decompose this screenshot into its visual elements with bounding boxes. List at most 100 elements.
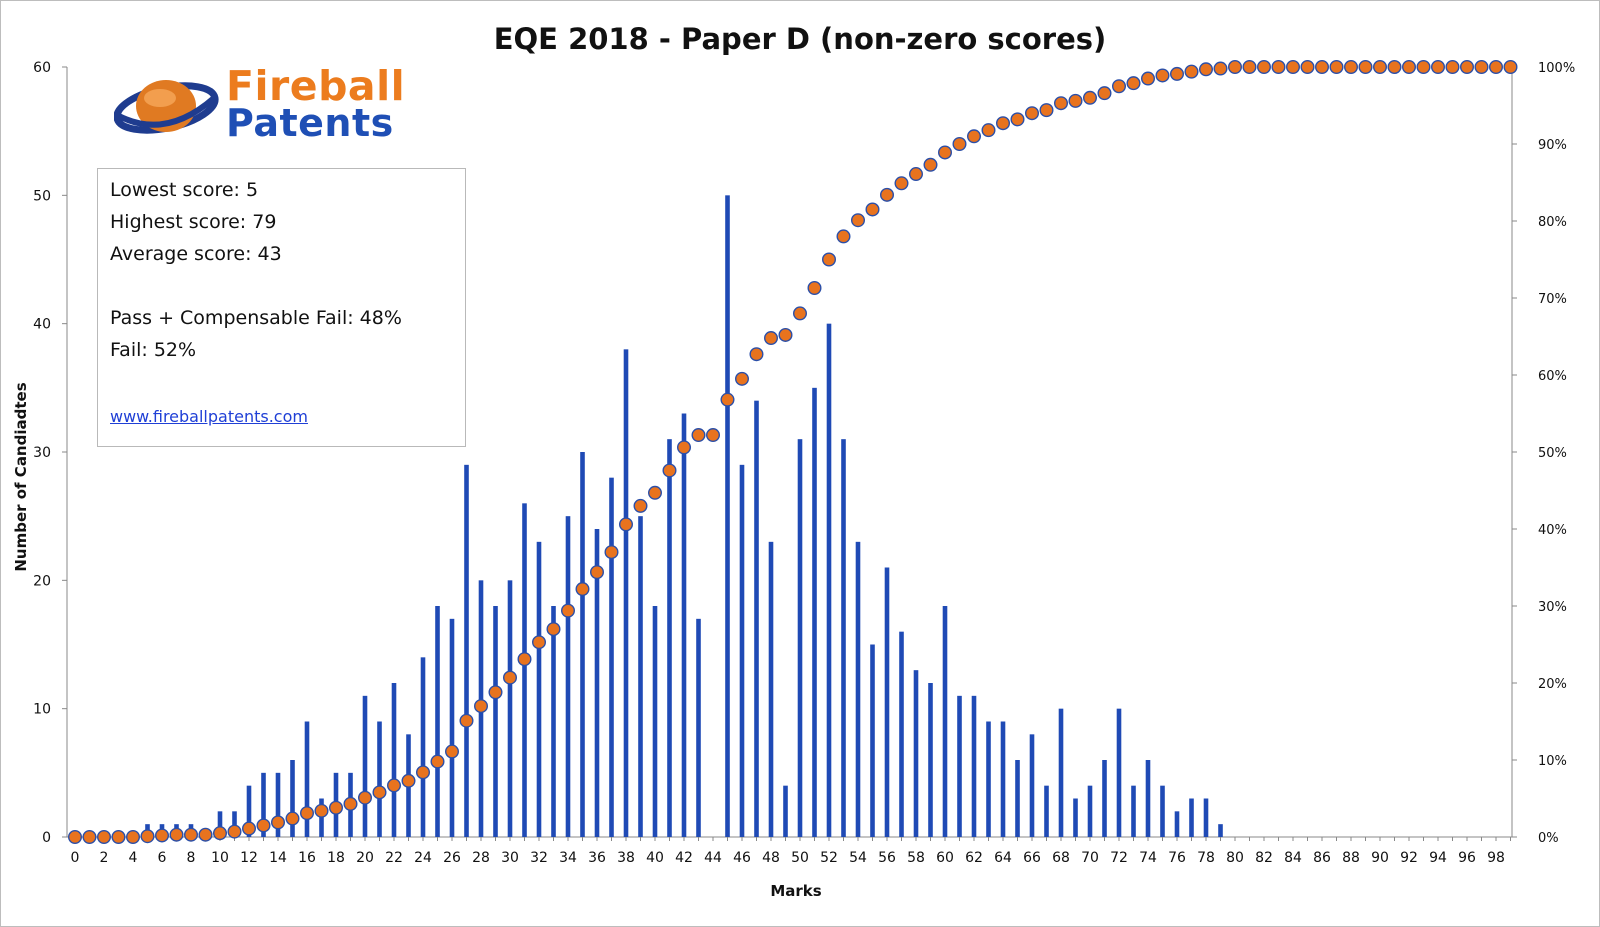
x-tick-label: 76: [1168, 850, 1186, 866]
bar-candidates-mark-25: [435, 606, 440, 837]
website-link[interactable]: www.fireballpatents.com: [110, 407, 308, 426]
x-tick-label: 56: [878, 850, 896, 866]
x-tick-label: 16: [298, 850, 316, 866]
cumulative-point-mark-82: [1256, 60, 1271, 75]
x-tick-label: 4: [129, 850, 138, 866]
bar-candidates-mark-73: [1131, 785, 1136, 837]
bar-candidates-mark-72: [1116, 708, 1122, 837]
y2-tick-label: 30%: [1538, 600, 1567, 615]
cumulative-point-mark-96: [1459, 60, 1474, 75]
cumulative-point-mark-99: [1503, 60, 1518, 75]
bar-candidates-mark-49: [783, 785, 788, 837]
bar-candidates-mark-26: [449, 618, 455, 837]
bar-candidates-mark-15: [290, 760, 295, 837]
cumulative-point-mark-35: [575, 582, 590, 597]
cumulative-point-mark-15: [285, 811, 300, 826]
cumulative-point-mark-64: [996, 116, 1011, 131]
y-tick-label: 40: [33, 317, 51, 333]
bar-candidates-mark-42: [681, 413, 687, 837]
cumulative-point-mark-33: [546, 622, 561, 637]
x-tick-label: 0: [71, 850, 80, 866]
cumulative-point-mark-7: [169, 827, 184, 842]
cumulative-point-mark-44: [706, 428, 721, 443]
x-tick-label: 14: [269, 850, 287, 866]
bar-candidates-mark-35: [580, 452, 585, 837]
x-tick-label: 24: [414, 850, 432, 866]
bar-candidates-mark-47: [754, 400, 759, 837]
x-tick-label: 26: [443, 850, 461, 866]
bar-candidates-mark-48: [768, 541, 774, 837]
cumulative-point-mark-51: [807, 280, 822, 295]
bar-candidates-mark-16: [304, 721, 310, 837]
cumulative-point-mark-3: [111, 830, 126, 845]
x-tick-label: 64: [994, 850, 1012, 866]
bar-candidates-mark-64: [1000, 721, 1006, 837]
y2-tick-label: 90%: [1538, 138, 1567, 153]
x-axis-label: Marks: [770, 882, 822, 900]
bar-candidates-mark-12: [246, 785, 252, 837]
cumulative-point-mark-86: [1314, 60, 1329, 75]
cumulative-point-mark-81: [1242, 60, 1257, 75]
cumulative-point-mark-67: [1039, 103, 1054, 118]
cumulative-point-mark-76: [1169, 66, 1184, 81]
cumulative-point-mark-23: [401, 773, 416, 788]
cumulative-point-mark-30: [503, 670, 518, 685]
cumulative-point-mark-38: [619, 517, 634, 532]
cumulative-point-mark-1: [82, 830, 97, 845]
cumulative-point-mark-95: [1445, 60, 1460, 75]
bar-candidates-mark-40: [652, 606, 658, 837]
cumulative-point-mark-80: [1227, 60, 1242, 75]
bar-candidates-mark-68: [1058, 708, 1064, 837]
bar-candidates-mark-13: [261, 772, 266, 837]
cumulative-point-mark-90: [1372, 60, 1387, 75]
cumulative-point-mark-49: [778, 327, 793, 342]
bar-candidates-mark-71: [1102, 760, 1107, 837]
bar-candidates-mark-22: [391, 683, 397, 837]
cumulative-point-mark-26: [445, 744, 460, 759]
bar-candidates-mark-30: [507, 580, 513, 837]
cumulative-point-mark-2: [96, 830, 111, 845]
x-tick-label: 40: [646, 850, 664, 866]
bar-candidates-mark-37: [609, 477, 614, 837]
y2-tick-label: 10%: [1538, 754, 1567, 769]
x-tick-label: 20: [356, 850, 374, 866]
cumulative-point-mark-68: [1053, 96, 1068, 111]
cumulative-point-mark-43: [691, 428, 706, 443]
cumulative-point-mark-22: [387, 778, 402, 793]
cumulative-point-mark-25: [430, 754, 445, 769]
cumulative-point-mark-48: [764, 331, 779, 346]
cumulative-point-mark-78: [1198, 62, 1213, 77]
cumulative-point-mark-31: [517, 652, 532, 667]
cumulative-point-mark-55: [865, 202, 880, 217]
bar-candidates-mark-65: [1015, 760, 1020, 837]
bar-candidates-mark-52: [826, 323, 832, 838]
bar-candidates-mark-59: [928, 683, 933, 837]
cumulative-point-mark-0: [67, 830, 82, 845]
cumulative-point-mark-83: [1271, 60, 1286, 75]
cumulative-point-mark-24: [416, 765, 431, 780]
x-tick-label: 94: [1429, 850, 1447, 866]
bar-candidates-mark-29: [493, 606, 498, 837]
cumulative-point-mark-19: [343, 796, 358, 811]
bar-candidates-mark-32: [536, 541, 542, 837]
cumulative-point-mark-12: [241, 821, 256, 836]
y2-tick-label: 60%: [1538, 369, 1567, 384]
bar-candidates-mark-36: [594, 529, 600, 837]
bar-candidates-mark-10: [217, 811, 223, 837]
bar-candidates-mark-66: [1029, 734, 1035, 837]
cumulative-point-mark-11: [227, 824, 242, 839]
fail-rate-text: Fail: 52%: [110, 339, 197, 361]
x-tick-label: 44: [704, 850, 722, 866]
x-tick-label: 98: [1487, 850, 1505, 866]
cumulative-point-mark-75: [1155, 68, 1170, 83]
cumulative-point-mark-93: [1416, 60, 1431, 75]
y2-tick-label: 80%: [1538, 215, 1567, 230]
x-tick-label: 42: [675, 850, 693, 866]
cumulative-point-mark-61: [952, 136, 967, 151]
fireball-logo-icon: [114, 80, 219, 134]
x-tick-label: 50: [791, 850, 809, 866]
cumulative-point-mark-54: [851, 213, 866, 228]
cumulative-point-mark-70: [1082, 90, 1097, 105]
cumulative-point-mark-71: [1097, 86, 1112, 101]
y2-tick-label: 40%: [1538, 523, 1567, 538]
